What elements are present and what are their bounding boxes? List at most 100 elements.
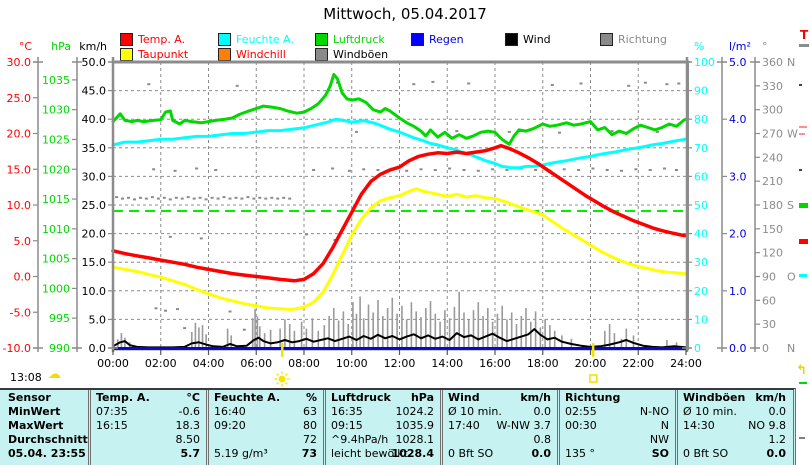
svg-text:5.0: 5.0 [89, 313, 107, 326]
legend-label-regen: Regen [429, 33, 464, 46]
svg-text:0.0: 0.0 [729, 342, 747, 355]
svg-text:30.0: 30.0 [82, 170, 107, 183]
svg-text:16:00: 16:00 [479, 357, 511, 370]
svg-text:4.0: 4.0 [729, 113, 747, 126]
table-cell: 0.8 [533, 433, 552, 446]
svg-text:°: ° [762, 40, 768, 53]
table-cell: Luftdruck hPa [331, 391, 434, 404]
next-panel-mark [799, 126, 807, 128]
svg-text:300: 300 [762, 104, 783, 117]
svg-text:1025: 1025 [42, 134, 70, 147]
table-cell: 14:30 NO 9.8 [683, 419, 786, 432]
table-row: MaxWert 16:15 18.3 09:20 80 09:15 1035.9 17:40 W… [0, 419, 793, 433]
svg-text:-5.0: -5.0 [10, 306, 31, 319]
svg-text:240: 240 [762, 151, 783, 164]
svg-text:1000: 1000 [42, 282, 70, 295]
svg-text:30.0: 30.0 [7, 56, 32, 69]
legend-item-luftdruck[interactable]: Luftdruck [315, 33, 385, 46]
scroll-arrow-icon[interactable]: ↰ [796, 363, 807, 378]
svg-text:50.0: 50.0 [82, 56, 107, 69]
legend-item-windboeen[interactable]: Windböen [315, 48, 388, 61]
svg-text:1005: 1005 [42, 253, 70, 266]
table-cell: 16:15 18.3 [96, 419, 200, 432]
svg-text:12:00: 12:00 [384, 357, 416, 370]
svg-text:90: 90 [762, 271, 776, 284]
table-cell: 0 Bft SO 0.0 [448, 447, 551, 460]
table-row-label: 05.04. 23:55 [8, 447, 86, 460]
legend-item-richtung[interactable]: Richtung [600, 33, 667, 46]
svg-text:60: 60 [694, 170, 708, 183]
series-Taupunkt [111, 187, 688, 311]
sunset-icon [589, 374, 598, 383]
legend-label-windboeen: Windböen [333, 48, 389, 61]
svg-text:990: 990 [49, 342, 70, 355]
svg-text:1035: 1035 [42, 74, 70, 87]
legend-item-windchill[interactable]: Windchill [218, 48, 286, 61]
weather-chart: 30.025.020.015.010.05.00.0-5.0-10.0°C103… [3, 40, 798, 387]
statistics-table: Sensor Temp. A. °C Feuchte A.% Luftdruck hPa W… [0, 388, 796, 465]
svg-text:15.0: 15.0 [82, 256, 107, 269]
svg-text:5.0: 5.0 [14, 235, 32, 248]
legend-swatch-luftdruck [315, 33, 328, 46]
table-cell: Windböen km/h [683, 391, 786, 404]
svg-text:20.0: 20.0 [7, 128, 32, 141]
legend-item-regen[interactable]: Regen [411, 33, 464, 46]
next-panel-mark [799, 169, 802, 171]
table-cell: leicht bewölkt 1028.4 [331, 447, 434, 460]
svg-text:W: W [787, 128, 798, 141]
table-cell: 02:55 N-NO [565, 405, 669, 418]
svg-text:%: % [694, 40, 704, 53]
svg-text:1020: 1020 [42, 163, 70, 176]
svg-text:270: 270 [762, 128, 783, 141]
svg-text:0.0: 0.0 [89, 342, 107, 355]
svg-text:1.0: 1.0 [729, 285, 747, 298]
table-row: Durchschnitt 8.50 72 ^9.4hPa/h 1028.1 0.8 NW 1.… [0, 433, 793, 447]
legend-item-wind[interactable]: Wind [505, 33, 551, 46]
svg-text:120: 120 [762, 247, 783, 260]
svg-text:30: 30 [762, 318, 776, 331]
table-cell: 135 ° SO [565, 447, 669, 460]
legend-item-feuchte[interactable]: Feuchte A. [218, 33, 294, 46]
svg-text:70: 70 [694, 142, 708, 155]
table-row-label: Sensor [8, 391, 51, 404]
legend-item-temp[interactable]: Temp. A. [120, 33, 185, 46]
svg-text:995: 995 [49, 312, 70, 325]
status-time: 13:08 [10, 371, 42, 384]
svg-text:10.0: 10.0 [7, 199, 32, 212]
svg-text:18:00: 18:00 [527, 357, 559, 370]
next-panel-mark [799, 203, 808, 208]
table-cell: 5.7 [180, 447, 201, 460]
svg-text:40: 40 [694, 228, 708, 241]
svg-text:°C: °C [19, 40, 33, 53]
series-Temp. A. [111, 143, 688, 283]
table-cell: 16:40 63 [214, 405, 317, 418]
table-cell: 09:15 1035.9 [331, 419, 434, 432]
legend-label-temp: Temp. A. [138, 33, 186, 46]
svg-text:hPa: hPa [51, 40, 71, 53]
svg-text:10:00: 10:00 [336, 357, 368, 370]
table-cell: 5.19 g/m³ 73 [214, 447, 317, 460]
svg-text:150: 150 [762, 223, 783, 236]
next-panel-underline [799, 44, 809, 47]
table-cell: NW [649, 433, 669, 446]
legend-swatch-regen [411, 33, 424, 46]
table-column-separator [323, 390, 326, 465]
svg-text:0: 0 [762, 342, 769, 355]
svg-text:04:00: 04:00 [193, 357, 225, 370]
svg-text:90: 90 [694, 85, 708, 98]
table-row-label: Durchschnitt [8, 433, 88, 446]
svg-text:1030: 1030 [42, 104, 70, 117]
svg-text:10.0: 10.0 [82, 285, 107, 298]
table-column-separator [440, 390, 443, 465]
table-cell: 16:35 1024.2 [331, 405, 434, 418]
legend-item-taupunkt[interactable]: Taupunkt [120, 48, 188, 61]
series-Feuchte A. [111, 117, 688, 170]
svg-text:-10.0: -10.0 [3, 342, 31, 355]
next-panel-mark [799, 382, 807, 384]
table-row-label: MaxWert [8, 419, 64, 432]
svg-text:360: 360 [762, 56, 783, 69]
svg-text:5.0: 5.0 [729, 56, 747, 69]
svg-text:210: 210 [762, 175, 783, 188]
series-windboeen-bars [117, 291, 678, 348]
